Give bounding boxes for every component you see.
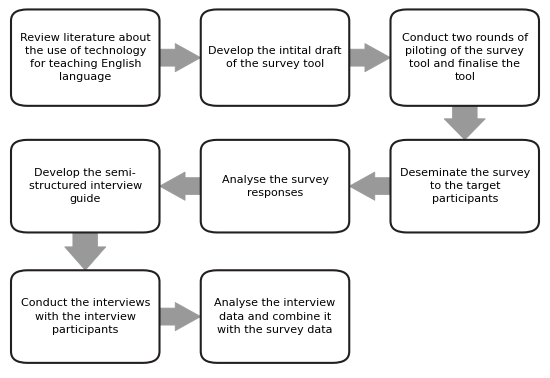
Text: Deseminate the survey
to the target
participants: Deseminate the survey to the target part… bbox=[400, 168, 530, 204]
Polygon shape bbox=[160, 172, 201, 200]
Polygon shape bbox=[160, 302, 201, 331]
FancyBboxPatch shape bbox=[201, 9, 349, 106]
Polygon shape bbox=[65, 232, 106, 270]
Text: Review literature about
the use of technology
for teaching English
language: Review literature about the use of techn… bbox=[20, 33, 151, 82]
FancyBboxPatch shape bbox=[390, 140, 539, 232]
Text: Analyse the interview
data and combine it
with the survey data: Analyse the interview data and combine i… bbox=[214, 298, 336, 335]
Polygon shape bbox=[349, 172, 390, 200]
Polygon shape bbox=[444, 106, 485, 140]
FancyBboxPatch shape bbox=[201, 270, 349, 363]
Text: Develop the semi-
structured interview
guide: Develop the semi- structured interview g… bbox=[29, 168, 142, 204]
FancyBboxPatch shape bbox=[201, 140, 349, 232]
Polygon shape bbox=[160, 43, 201, 72]
FancyBboxPatch shape bbox=[390, 9, 539, 106]
Text: Analyse the survey
responses: Analyse the survey responses bbox=[222, 175, 328, 198]
Polygon shape bbox=[349, 43, 390, 72]
FancyBboxPatch shape bbox=[11, 9, 159, 106]
FancyBboxPatch shape bbox=[11, 140, 159, 232]
Text: Conduct two rounds of
piloting of the survey
tool and finalise the
tool: Conduct two rounds of piloting of the su… bbox=[402, 33, 528, 82]
FancyBboxPatch shape bbox=[11, 270, 159, 363]
Text: Conduct the interviews
with the interview
participants: Conduct the interviews with the intervie… bbox=[20, 298, 150, 335]
Text: Develop the intital draft
of the survey tool: Develop the intital draft of the survey … bbox=[208, 46, 342, 69]
